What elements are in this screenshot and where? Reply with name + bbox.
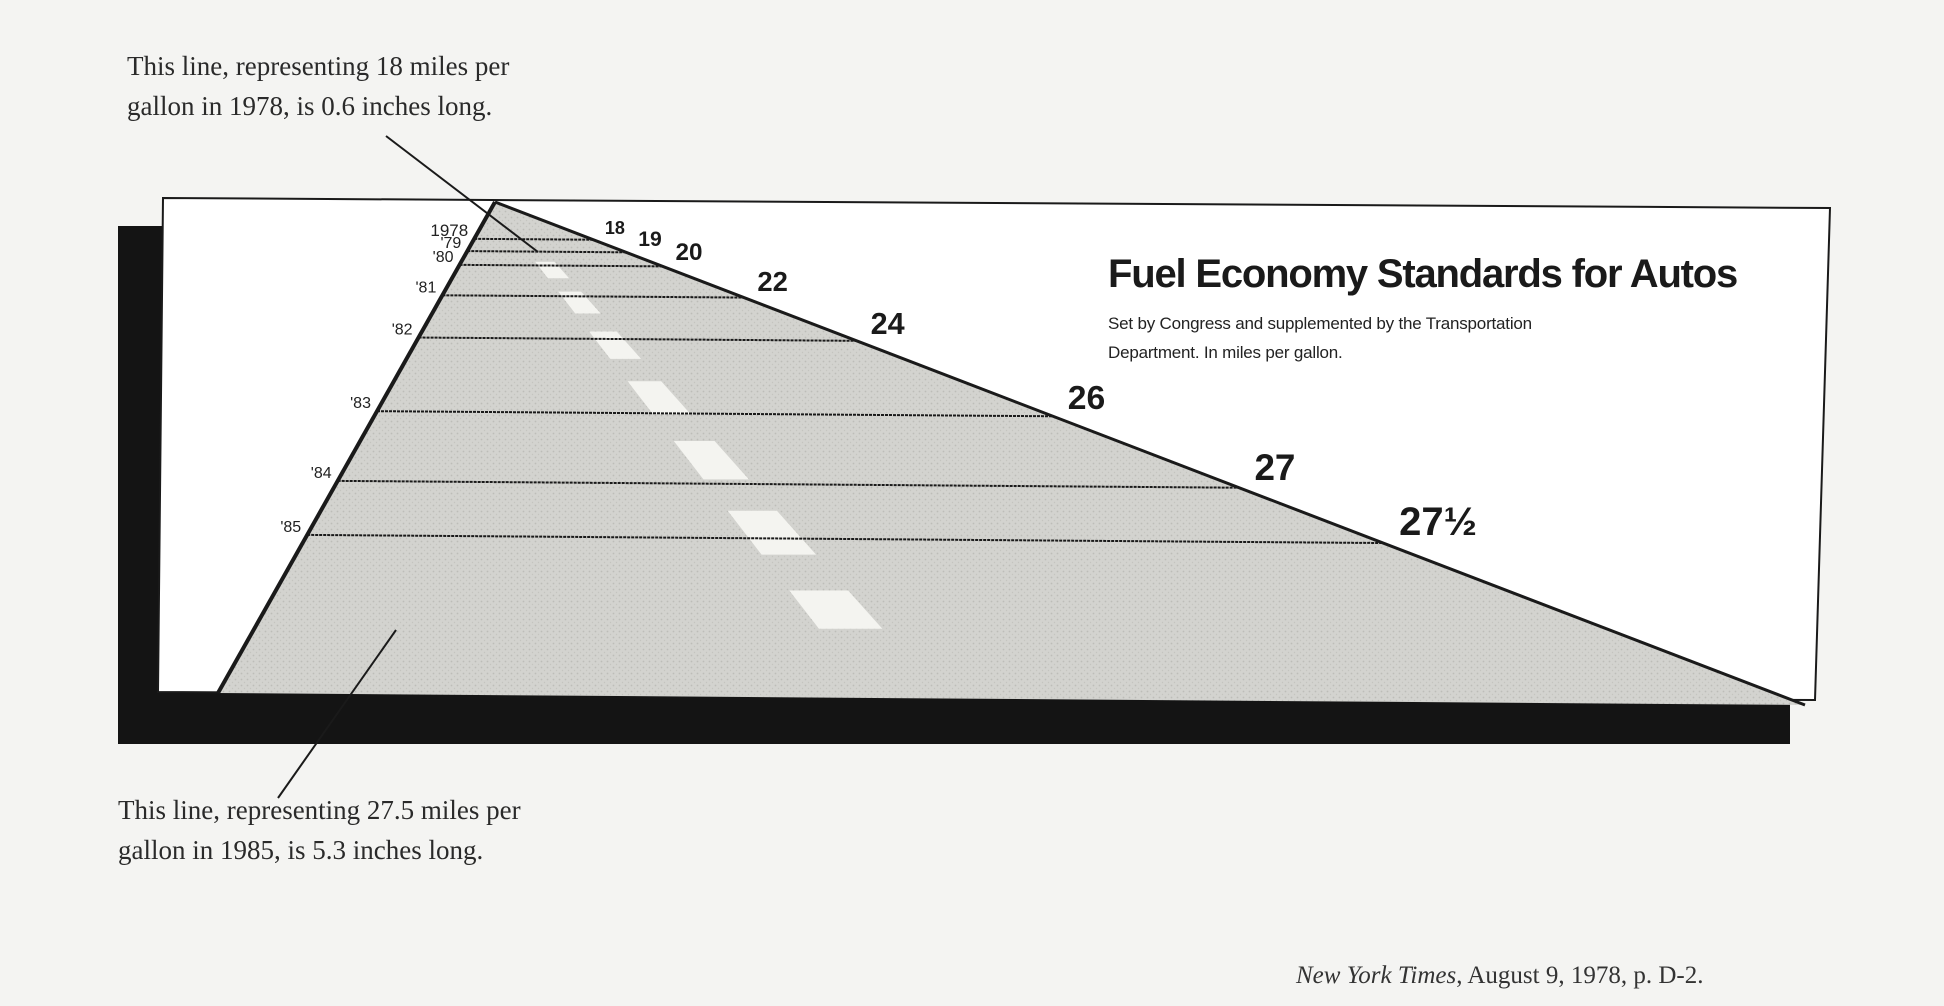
annotation-bottom-line2: gallon in 1985, is 5.3 inches long. bbox=[118, 835, 484, 865]
value-label: 26 bbox=[1068, 379, 1106, 417]
value-label: 27½ bbox=[1399, 500, 1477, 544]
source-citation: New York Times, August 9, 1978, p. D-2. bbox=[1296, 962, 1703, 990]
annotation-bottom-leader bbox=[277, 629, 397, 799]
chart-subtitle: Set by Congress and supplemented by the … bbox=[1108, 309, 1737, 367]
annotation-top-line2: gallon in 1978, is 0.6 inches long. bbox=[127, 91, 493, 121]
bar-79 bbox=[467, 250, 627, 254]
bar-80 bbox=[459, 263, 663, 268]
road-right-edge bbox=[494, 200, 1806, 707]
lane-mark bbox=[589, 331, 642, 359]
year-label: '80 bbox=[433, 249, 454, 266]
year-label: '85 bbox=[280, 519, 301, 536]
year-label: '81 bbox=[416, 279, 437, 296]
source-publication: New York Times bbox=[1296, 962, 1457, 989]
source-detail: , August 9, 1978, p. D-2. bbox=[1456, 962, 1704, 989]
bar-81 bbox=[442, 294, 744, 299]
bar-84 bbox=[337, 479, 1240, 489]
annotation-bottom: This line, representing 27.5 miles per g… bbox=[118, 790, 521, 870]
year-label: '83 bbox=[350, 395, 371, 412]
year-label: '84 bbox=[311, 465, 332, 482]
chart-title: Fuel Economy Standards for Autos bbox=[1108, 252, 1738, 296]
annotation-top: This line, representing 18 miles per gal… bbox=[127, 46, 509, 126]
bar-83 bbox=[376, 410, 1054, 418]
year-label: '79 bbox=[440, 235, 461, 252]
lane-mark bbox=[627, 381, 691, 415]
chart-subtitle-line1: Set by Congress and supplemented by the … bbox=[1108, 314, 1532, 333]
road-left-edge bbox=[216, 201, 497, 694]
value-label: 20 bbox=[676, 239, 703, 266]
chart-subtitle-line2: Department. In miles per gallon. bbox=[1108, 343, 1343, 362]
year-label: '82 bbox=[392, 322, 413, 339]
annotation-top-leader bbox=[385, 135, 539, 253]
lane-mark bbox=[727, 510, 817, 555]
value-label: 24 bbox=[871, 307, 905, 341]
value-label: 27 bbox=[1254, 447, 1295, 488]
annotation-top-line1: This line, representing 18 miles per bbox=[127, 51, 510, 81]
road-surface bbox=[218, 202, 1805, 705]
value-label: 19 bbox=[638, 228, 662, 251]
bar-85 bbox=[307, 533, 1384, 545]
value-label: 22 bbox=[757, 266, 787, 297]
lane-mark bbox=[789, 590, 883, 629]
annotation-bottom-line1: This line, representing 27.5 miles per bbox=[118, 795, 521, 825]
value-label: 18 bbox=[605, 218, 625, 238]
year-label: 1978 bbox=[430, 221, 468, 240]
lane-mark bbox=[673, 441, 749, 480]
bar-82 bbox=[418, 336, 857, 342]
title-block: Fuel Economy Standards for Autos Set by … bbox=[1108, 252, 1738, 367]
